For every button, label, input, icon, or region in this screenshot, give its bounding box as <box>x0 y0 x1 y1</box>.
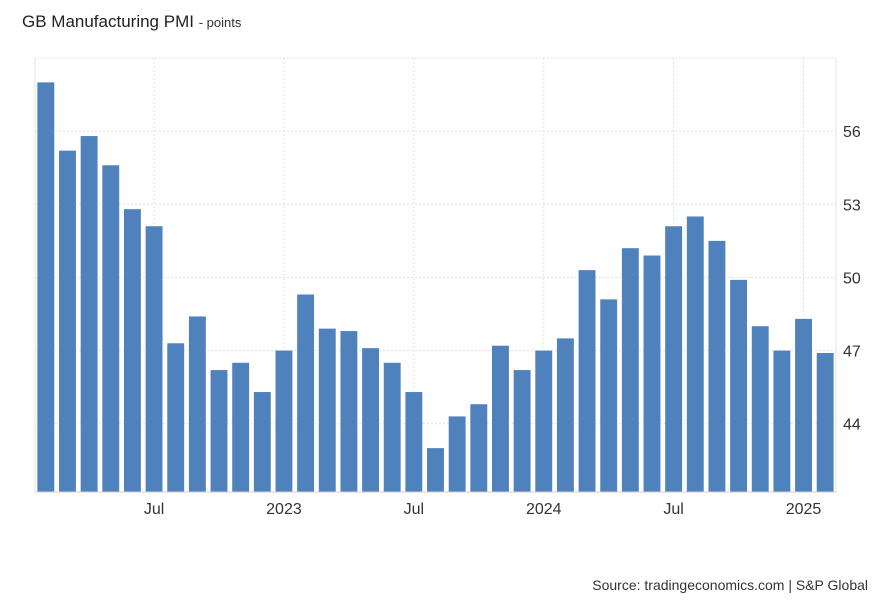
bar[interactable] <box>556 338 574 492</box>
bar[interactable] <box>253 392 271 492</box>
bar[interactable] <box>102 165 120 493</box>
x-tick-label: 2023 <box>266 501 302 518</box>
x-tick-label: Jul <box>663 501 683 518</box>
bar[interactable] <box>383 362 401 492</box>
bar[interactable] <box>535 350 553 492</box>
bar[interactable] <box>751 326 769 492</box>
bar[interactable] <box>730 279 748 492</box>
bar[interactable] <box>686 216 704 492</box>
bar[interactable] <box>470 404 488 492</box>
bar[interactable] <box>59 150 76 493</box>
bar[interactable] <box>167 343 185 492</box>
bar[interactable] <box>123 209 141 493</box>
bar[interactable] <box>492 345 509 492</box>
y-tick-label: 47 <box>843 344 861 361</box>
bar[interactable] <box>773 350 791 492</box>
bar[interactable] <box>578 270 596 492</box>
bar[interactable] <box>362 348 379 492</box>
bar[interactable] <box>145 226 163 492</box>
bar[interactable] <box>621 248 639 492</box>
bar[interactable] <box>318 328 336 492</box>
bar[interactable] <box>643 255 661 492</box>
bar[interactable] <box>448 416 466 492</box>
y-tick-label: 53 <box>843 197 861 214</box>
source-attribution: Source: tradingeconomics.com | S&P Globa… <box>592 577 868 593</box>
bar[interactable] <box>795 318 812 492</box>
bar[interactable] <box>708 240 726 492</box>
chart-title: GB Manufacturing PMI - points <box>22 12 241 32</box>
chart-title-text: GB Manufacturing PMI <box>22 12 194 31</box>
chart-unit-label: - points <box>198 15 242 30</box>
bar[interactable] <box>188 316 206 492</box>
bar[interactable] <box>297 294 315 492</box>
bar[interactable] <box>427 448 444 492</box>
y-tick-label: 50 <box>843 270 861 287</box>
bar[interactable] <box>513 370 531 492</box>
bar[interactable] <box>37 82 55 492</box>
bar[interactable] <box>405 392 423 492</box>
bar[interactable] <box>340 331 358 492</box>
bar[interactable] <box>275 350 293 492</box>
bar[interactable] <box>816 353 834 492</box>
y-tick-label: 56 <box>843 124 861 141</box>
bar[interactable] <box>232 362 250 492</box>
x-tick-label: 2025 <box>786 501 822 518</box>
y-tick-label: 44 <box>843 417 861 434</box>
bar[interactable] <box>210 370 228 492</box>
bar[interactable] <box>600 299 618 492</box>
x-tick-label: Jul <box>404 501 424 518</box>
bar[interactable] <box>665 226 683 492</box>
x-tick-label: Jul <box>144 501 164 518</box>
bar[interactable] <box>80 136 98 493</box>
x-tick-label: 2024 <box>526 501 562 518</box>
axes: 44 47 50 53 56 Jul 2023 Jul 2024 Jul 2025 <box>35 124 861 518</box>
bars <box>37 82 834 493</box>
